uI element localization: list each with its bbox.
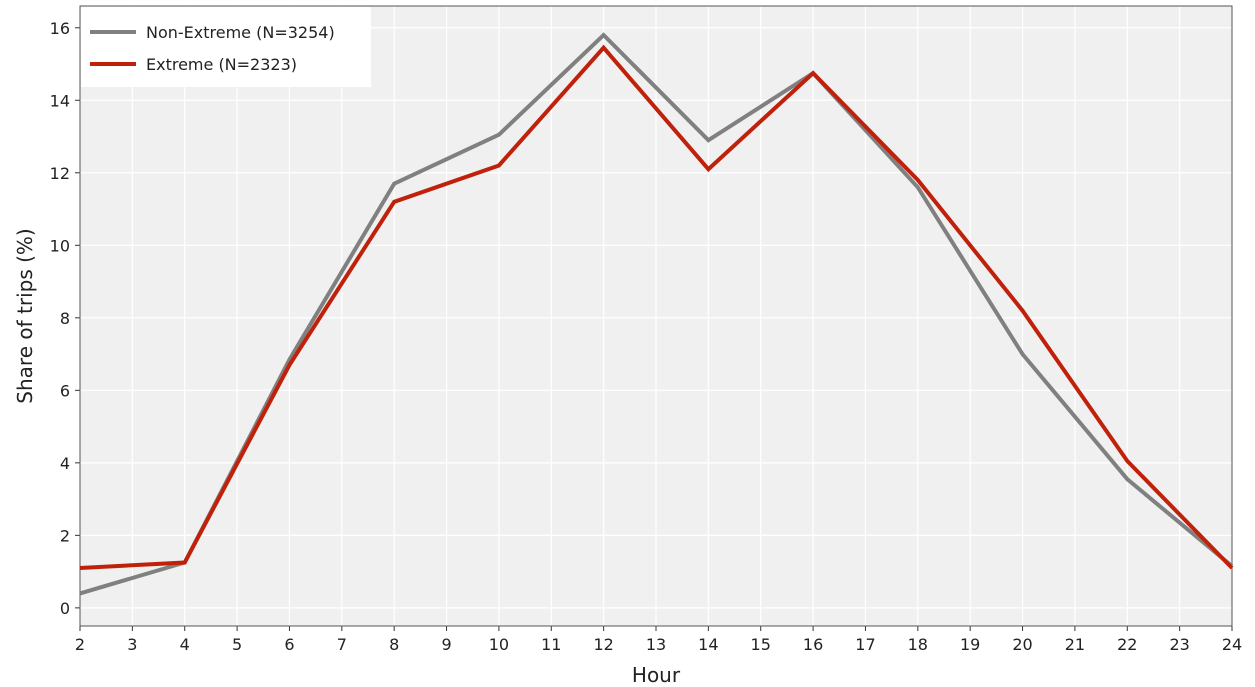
x-tick-label: 6 <box>284 635 294 654</box>
axes: 2 3 4 5 6 7 8 9 10 11 12 13 14 15 16 17 18 19 20 21 22 23 2402… <box>50 5 1242 654</box>
x-tick-label: 17 <box>855 635 875 654</box>
y-tick-label: 4 <box>60 454 70 473</box>
x-tick-label: 10 <box>489 635 509 654</box>
x-tick-label: 14 <box>698 635 718 654</box>
x-tick-label: 21 <box>1065 635 1085 654</box>
x-tick-label: 12 <box>593 635 613 654</box>
y-tick-label: 10 <box>50 236 70 255</box>
x-tick-label: 15 <box>751 635 771 654</box>
y-tick-label: 2 <box>60 526 70 545</box>
legend-box <box>81 7 371 87</box>
x-tick-label: 18 <box>908 635 928 654</box>
x-tick-label: 5 <box>232 635 242 654</box>
x-tick-label: 22 <box>1117 635 1137 654</box>
x-tick-label: 7 <box>337 635 347 654</box>
plot-frame <box>79 5 1233 627</box>
y-tick-label: 16 <box>50 19 70 38</box>
y-tick-label: 0 <box>60 599 70 618</box>
legend: Non-Extreme (N=3254) Extreme (N=2323) <box>81 7 371 87</box>
x-tick-label: 8 <box>389 635 399 654</box>
y-tick-label: 14 <box>50 91 70 110</box>
x-tick-label: 24 <box>1222 635 1242 654</box>
x-tick-label: 13 <box>646 635 666 654</box>
x-tick-label: 3 <box>127 635 137 654</box>
y-tick-label: 8 <box>60 309 70 328</box>
legend-label: Non-Extreme (N=3254) <box>146 23 335 42</box>
x-tick-label: 11 <box>541 635 561 654</box>
x-tick-label: 20 <box>1012 635 1032 654</box>
x-tick-label: 16 <box>803 635 823 654</box>
x-tick-label: 23 <box>1169 635 1189 654</box>
y-tick-label: 12 <box>50 164 70 183</box>
series-lines <box>79 32 1234 596</box>
x-tick-label: 9 <box>441 635 451 654</box>
series-line-2 <box>79 44 1234 570</box>
x-tick-label: 2 <box>75 635 85 654</box>
x-axis-title: Hour <box>632 663 681 687</box>
x-tick-label: 19 <box>960 635 980 654</box>
y-tick-label: 6 <box>60 381 70 400</box>
series-line-1 <box>79 32 1234 596</box>
x-tick-label: 4 <box>180 635 190 654</box>
y-axis-title: Share of trips (%) <box>13 228 37 403</box>
legend-label: Extreme (N=2323) <box>146 55 297 74</box>
